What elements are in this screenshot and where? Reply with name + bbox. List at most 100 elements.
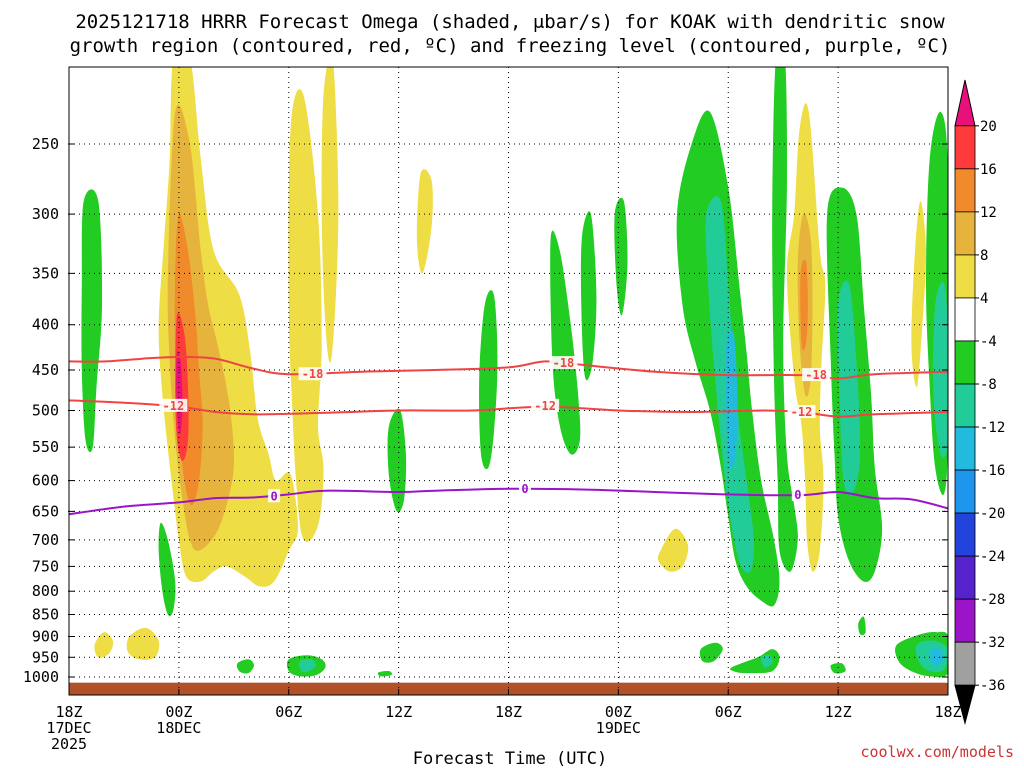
contour-label-7: 0	[521, 482, 528, 496]
y-tick-label-900: 900	[32, 627, 59, 645]
contour-label-bg-4	[531, 398, 560, 412]
omega-region-downward-green-mid4	[580, 211, 597, 381]
omega-region-downward-green-low4	[699, 642, 723, 663]
colorbar-band-1	[954, 168, 976, 213]
colorbar-band-0	[954, 125, 976, 170]
contour-label-4: -12	[534, 399, 556, 413]
contour-0C	[68, 487, 949, 516]
x-tick-label-2-0: 06Z	[275, 703, 302, 721]
x-tick-label-0-1: 17DEC	[46, 719, 91, 737]
colorbar-label-5: -4	[980, 334, 997, 350]
omega-region-downward-green-left	[81, 189, 103, 453]
omega-region-upward-yellow-far-right	[911, 201, 927, 387]
colorbar-band-2	[954, 211, 976, 256]
omega-region-downward-green-mid5	[614, 197, 628, 316]
x-tick-label-5-1: 19DEC	[596, 719, 641, 737]
x-axis-label: Forecast Time (UTC)	[413, 749, 607, 768]
colorbar-band-7	[954, 426, 976, 471]
x-tick-label-0-0: 18Z	[55, 703, 82, 721]
y-tick-label-1000: 1000	[23, 668, 59, 686]
contour-label-3: -12	[163, 399, 185, 413]
x-tick-label-1-0: 00Z	[165, 703, 192, 721]
chart-title-line-2: growth region (contoured, red, ºC) and f…	[70, 35, 951, 57]
omega-region-downward-blue-core	[725, 329, 738, 470]
y-tick-label-350: 350	[32, 264, 59, 282]
y-tick-label-650: 650	[32, 502, 59, 520]
contour-label-6: 0	[270, 489, 277, 503]
omega-region-downward-green-low6	[830, 662, 846, 674]
omega-region-downward-green-low7	[858, 616, 866, 636]
contour-label-bg-7	[518, 481, 531, 495]
omega-region-upward-yellow-low-left	[94, 632, 114, 658]
colorbar-label-6: -8	[980, 377, 997, 393]
x-tick-label-1-1: 18DEC	[156, 719, 201, 737]
y-tick-label-500: 500	[32, 402, 59, 420]
omega-region-downward-teal-low2	[299, 659, 317, 673]
colorbar-label-1: 16	[980, 162, 997, 178]
contour-label-8: 0	[794, 488, 801, 502]
colorbar-label-10: -24	[980, 549, 1005, 565]
omega-region-upward-yellow-tower	[288, 89, 324, 542]
colorbar-top-arrow	[954, 79, 976, 127]
colorbar-bottom-arrow	[954, 684, 976, 726]
contour-label-bg-0	[298, 367, 327, 381]
colorbar-band-10	[954, 555, 976, 600]
omega-region-downward-green-mid	[387, 408, 407, 513]
omega-region-downward-green-mid3	[550, 230, 581, 455]
colorbar-band-9	[954, 512, 976, 557]
colorbar-band-6	[954, 383, 976, 428]
y-tick-label-800: 800	[32, 582, 59, 600]
colorbar-label-2: 12	[980, 205, 997, 221]
colorbar-label-7: -12	[980, 420, 1005, 436]
colorbar-band-12	[954, 641, 976, 686]
contour-label-bg-2	[802, 368, 831, 382]
y-tick-label-450: 450	[32, 361, 59, 379]
contour-label-bg-3	[159, 398, 188, 412]
omega-region-upward-yellow-small	[416, 169, 433, 274]
y-axis-ticks: 250 300 350 400 450 500 550 600 650 700 750 800 850 9…	[23, 135, 948, 686]
colorbar-label-13: -36	[980, 678, 1005, 694]
contour--12C	[68, 399, 949, 418]
colorbar-band-11	[954, 598, 976, 643]
chart-title-line-1: 2025121718 HRRR Forecast Omega (shaded, …	[75, 11, 945, 33]
x-tick-label-6-0: 06Z	[715, 703, 742, 721]
plot-area: -18 -18 -18 -12 -12 -12 0 0 0 250 300 350 400 450 500…	[23, 66, 962, 753]
x-tick-label-3-0: 12Z	[385, 703, 412, 721]
omega-region-downward-green-low1	[236, 659, 254, 674]
x-tick-label-7-0: 12Z	[825, 703, 852, 721]
x-tick-label-0-2: 2025	[51, 735, 87, 753]
omega-shading	[81, 67, 948, 678]
omega-region-upward-yellow-spike	[321, 67, 339, 363]
y-tick-label-550: 550	[32, 438, 59, 456]
y-tick-label-950: 950	[32, 648, 59, 666]
contour-label-0: -18	[302, 367, 324, 381]
contour-label-1: -18	[553, 356, 575, 370]
x-tick-label-5-0: 00Z	[605, 703, 632, 721]
omega-region-upward-yellow-low-left2	[126, 627, 160, 660]
omega-region-upward-yellow-mid-low	[657, 528, 689, 572]
omega-region-downward-teal-low5	[761, 654, 773, 668]
contour-label-bg-8	[791, 488, 804, 502]
y-tick-label-250: 250	[32, 135, 59, 153]
omega-region-upward-orange-right-core	[800, 259, 808, 351]
contour-label-bg-1	[549, 356, 578, 370]
contour-label-2: -18	[805, 368, 827, 382]
y-tick-label-750: 750	[32, 557, 59, 575]
omega-region-downward-teal-far-right	[933, 282, 948, 458]
omega-region-downward-teal-right	[837, 280, 861, 496]
credit-text: coolwx.com/models	[860, 743, 1014, 761]
omega-region-downward-green-mid2	[479, 290, 498, 470]
y-tick-label-850: 850	[32, 606, 59, 624]
x-tick-label-4-0: 18Z	[495, 703, 522, 721]
colorbar-label-3: 8	[980, 248, 988, 264]
colorbar-band-4	[954, 297, 976, 342]
omega-region-downward-green-right	[772, 67, 798, 572]
colorbar-label-9: -20	[980, 506, 1005, 522]
y-tick-label-700: 700	[32, 531, 59, 549]
x-tick-label-8-0: 18Z	[934, 703, 961, 721]
y-tick-label-600: 600	[32, 472, 59, 490]
omega-region-downward-green-lower-left	[158, 522, 176, 616]
contour-label-bg-5	[787, 405, 816, 419]
